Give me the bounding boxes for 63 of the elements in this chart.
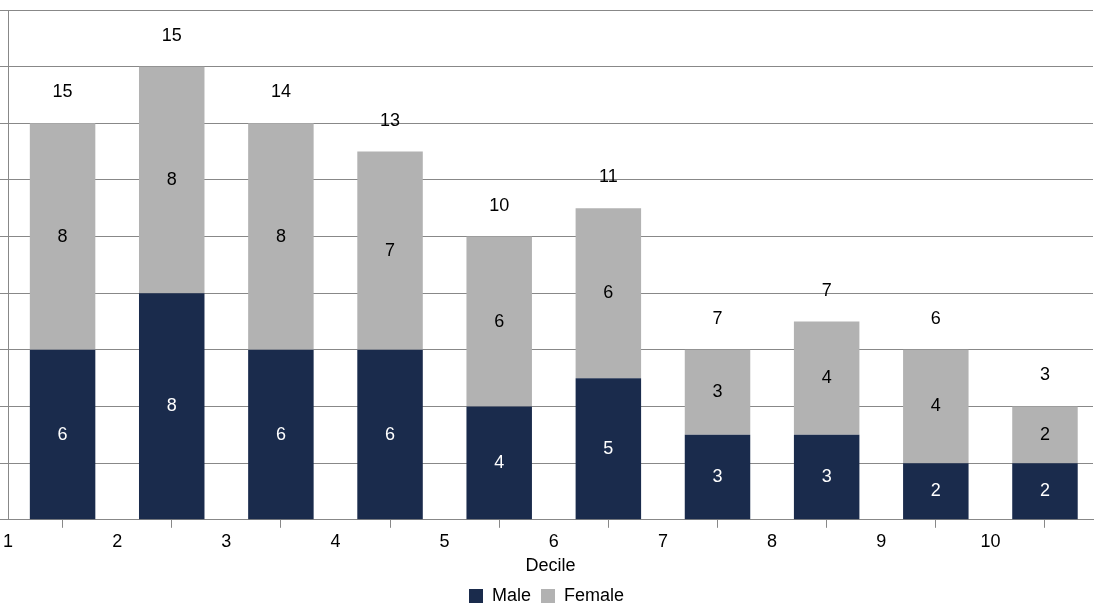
bar [684, 434, 751, 520]
bar [903, 349, 969, 464]
data-label: 2 [930, 480, 941, 501]
x-axis-title: Decile [525, 555, 576, 576]
bar [248, 123, 314, 350]
data-label: 6 [385, 423, 396, 444]
legend-label: Female [564, 584, 625, 605]
x-tick-label: 6 [548, 530, 559, 551]
data-label: 8 [166, 395, 177, 416]
data-label: 4 [821, 367, 832, 388]
total-label: 15 [161, 24, 182, 45]
bar [466, 236, 532, 407]
data-label: 5 [603, 437, 614, 458]
bar [357, 349, 423, 520]
total-label: 7 [821, 279, 832, 300]
data-label: 6 [57, 423, 68, 444]
bar [903, 463, 969, 520]
total-label: 7 [712, 307, 723, 328]
data-label: 3 [821, 466, 832, 487]
x-tick-label: 4 [330, 530, 341, 551]
legend-label: Male [491, 584, 531, 605]
bar [138, 66, 205, 294]
bar [29, 349, 96, 520]
bar [466, 406, 532, 520]
bar [684, 349, 751, 435]
bar [575, 378, 642, 520]
total-label: 13 [380, 109, 401, 130]
data-label: 3 [712, 466, 723, 487]
bar [793, 434, 860, 520]
data-label: 6 [603, 282, 614, 303]
bar [1012, 463, 1078, 520]
data-label: 8 [275, 225, 286, 246]
x-tick-label: 3 [221, 530, 232, 551]
x-tick-label: 2 [112, 530, 123, 551]
data-label: 2 [1039, 480, 1050, 501]
x-tick-label: 9 [876, 530, 887, 551]
data-label: 6 [494, 310, 505, 331]
data-label: 4 [494, 451, 505, 472]
bar [357, 151, 423, 350]
bar [248, 349, 314, 520]
data-label: 8 [57, 225, 68, 246]
x-tick-label: 10 [980, 530, 1001, 551]
total-label: 6 [930, 307, 941, 328]
total-label: 11 [599, 166, 618, 187]
data-label: 4 [930, 395, 941, 416]
bar [793, 321, 860, 435]
data-label: 6 [275, 423, 286, 444]
total-label: 15 [52, 81, 73, 102]
x-tick-label: 5 [439, 530, 450, 551]
x-tick-label: 7 [657, 530, 668, 551]
x-tick-label: 8 [767, 530, 778, 551]
data-label: 3 [712, 381, 723, 402]
data-label: 7 [385, 239, 396, 260]
x-tick-label: 1 [3, 530, 14, 551]
data-label: 8 [166, 168, 177, 189]
bar [1012, 406, 1078, 464]
bar [138, 293, 205, 520]
bar [29, 123, 96, 350]
total-label: 3 [1039, 364, 1050, 385]
bar [575, 208, 642, 379]
data-label: 2 [1039, 423, 1050, 444]
total-label: 10 [489, 194, 510, 215]
total-label: 14 [270, 81, 291, 102]
